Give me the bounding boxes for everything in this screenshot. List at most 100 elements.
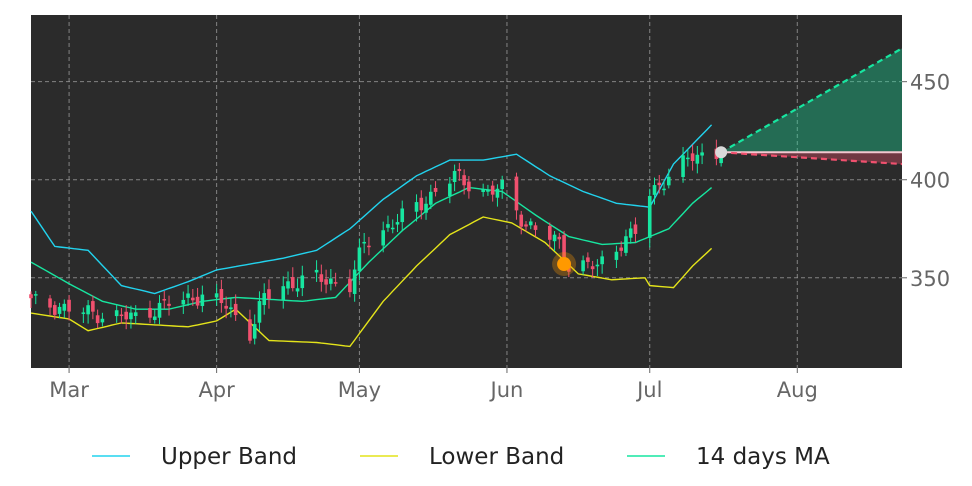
signal-marker (557, 257, 572, 272)
candle-body (495, 188, 500, 198)
candle-body (390, 227, 395, 230)
x-tick-label: Jun (489, 378, 524, 402)
candle-body (462, 175, 466, 186)
legend-label-ma14: 14 days MA (696, 444, 830, 470)
x-tick-label: Mar (49, 378, 89, 402)
candle-body (533, 225, 538, 230)
candle-body (457, 169, 462, 172)
candle-body (95, 315, 100, 324)
candle-body (233, 303, 238, 316)
candle-body (91, 301, 95, 312)
candle-body (686, 157, 690, 160)
candle-body (148, 308, 152, 318)
candle-body (224, 305, 228, 309)
candle-body (281, 286, 286, 301)
candle-body (314, 269, 319, 273)
candle-body (666, 176, 671, 186)
candle-body (29, 294, 33, 299)
projection-up-line (720, 47, 903, 154)
candle-body (500, 179, 504, 190)
candle-body (395, 222, 400, 225)
candle-body (195, 296, 200, 306)
candle-body (262, 293, 267, 306)
candle-body (324, 279, 328, 285)
candle-body (357, 247, 362, 272)
candle-body (48, 298, 52, 308)
candle-body (647, 196, 652, 238)
candle-body (119, 314, 124, 317)
candle-body (162, 299, 167, 301)
candle-body (429, 191, 433, 205)
candle-body (86, 305, 90, 315)
candle-body (600, 256, 604, 265)
candle-body (433, 187, 438, 192)
candle-body (257, 301, 262, 323)
projection-down-line (721, 151, 903, 166)
candle-body (100, 318, 105, 323)
ma14-line (30, 186, 713, 310)
candle-body (229, 307, 233, 310)
markers (552, 146, 728, 277)
candle-body (690, 153, 695, 161)
candle-body (528, 221, 533, 226)
x-tick-label: Apr (198, 378, 235, 402)
projection (720, 47, 903, 166)
candle-body (581, 260, 585, 272)
axes: Mar Apr May Jun Jul Aug 350 400 450 (49, 71, 950, 402)
y-tick-label: 350 (910, 267, 950, 291)
candle-body (52, 305, 57, 315)
candle-body (319, 274, 324, 282)
candle-body (124, 311, 128, 320)
candle-body (448, 183, 452, 196)
y-tick-label: 450 (910, 71, 950, 95)
candle-body (590, 266, 595, 270)
candle-body (57, 306, 62, 314)
candle-body (490, 185, 495, 195)
candle-body (348, 278, 352, 293)
candle-body (452, 170, 457, 183)
candle-body (219, 288, 224, 304)
candle-body (662, 188, 666, 191)
candle-body (547, 225, 552, 240)
candle-body (381, 230, 386, 246)
plot-background (31, 15, 902, 368)
x-tick-label: Jul (635, 378, 662, 402)
candle-body (657, 182, 662, 186)
x-tick-label: May (338, 378, 381, 402)
indicator-lines (30, 124, 713, 348)
candle-body (133, 312, 138, 316)
candle-body (200, 294, 205, 307)
candle-body (362, 241, 366, 244)
candle-body (633, 224, 638, 234)
candle-body (186, 293, 190, 298)
legend-label-upper_band: Upper Band (161, 444, 297, 470)
candle-body (352, 269, 357, 294)
candle-body (167, 303, 171, 306)
candle-body (414, 202, 419, 212)
lower-band-line (30, 216, 713, 348)
candle-body (386, 224, 390, 228)
candle-body (152, 316, 157, 320)
candle-body (419, 197, 424, 211)
candle-body (519, 214, 524, 227)
candle-body (400, 208, 405, 223)
candle-body (67, 299, 71, 312)
candle-body (300, 275, 305, 289)
legend-label-lower_band: Lower Band (429, 444, 564, 470)
candle-body (295, 288, 300, 292)
candle-body (267, 289, 271, 299)
candle-body (129, 312, 133, 320)
candle-body (467, 181, 471, 192)
candle-body (624, 236, 628, 253)
candle-body (191, 297, 195, 301)
candle-body (214, 293, 219, 298)
candle-body (695, 154, 700, 164)
candle-body (62, 303, 67, 311)
candle-body (681, 155, 685, 178)
candle-body (586, 257, 590, 262)
candle-body (719, 156, 723, 164)
candle-body (33, 294, 38, 296)
y-tick-label: 400 (910, 169, 950, 193)
candle-body (290, 277, 295, 289)
